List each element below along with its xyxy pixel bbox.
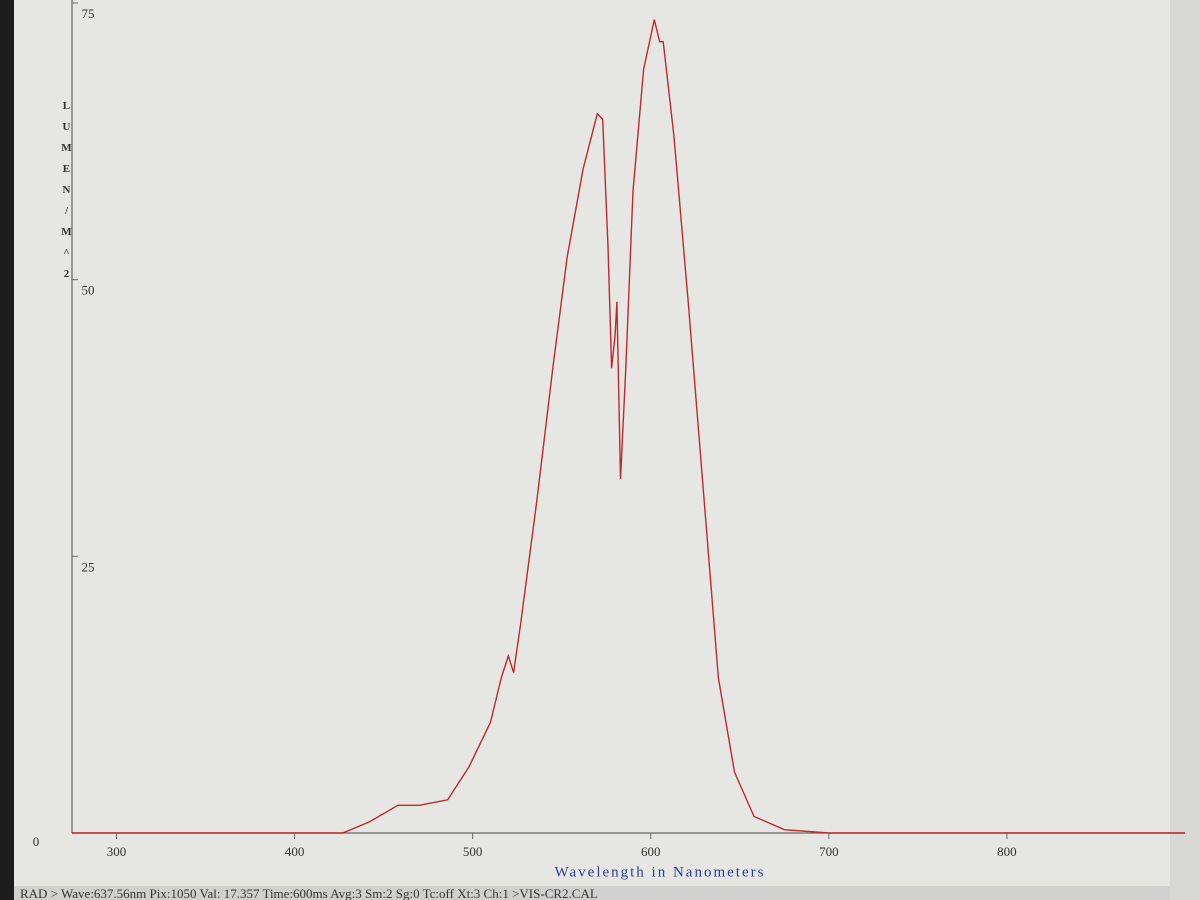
x-tick-label: 800 bbox=[997, 844, 1017, 859]
y-axis-label: LUMEN/M^2 bbox=[60, 100, 72, 289]
x-axis-label: Wavelength in Nanometers bbox=[555, 864, 766, 880]
x-tick-label: 400 bbox=[285, 844, 305, 859]
x-tick-label: 600 bbox=[641, 844, 661, 859]
screen-edge bbox=[1170, 0, 1200, 900]
status-bar bbox=[14, 886, 1170, 900]
screen bbox=[14, 0, 1170, 900]
x-tick-label: 700 bbox=[819, 844, 839, 859]
spectrum-line bbox=[72, 19, 1185, 834]
x-tick-label: 300 bbox=[107, 844, 127, 859]
y-tick-label: 0 bbox=[33, 834, 40, 849]
y-tick-label: 75 bbox=[82, 6, 95, 21]
x-tick-label: 500 bbox=[463, 844, 483, 859]
y-tick-label: 50 bbox=[82, 283, 95, 298]
y-tick-label: 25 bbox=[82, 559, 95, 574]
status-text: RAD > Wave:637.56nm Pix:1050 Val: 17.357… bbox=[20, 886, 598, 900]
